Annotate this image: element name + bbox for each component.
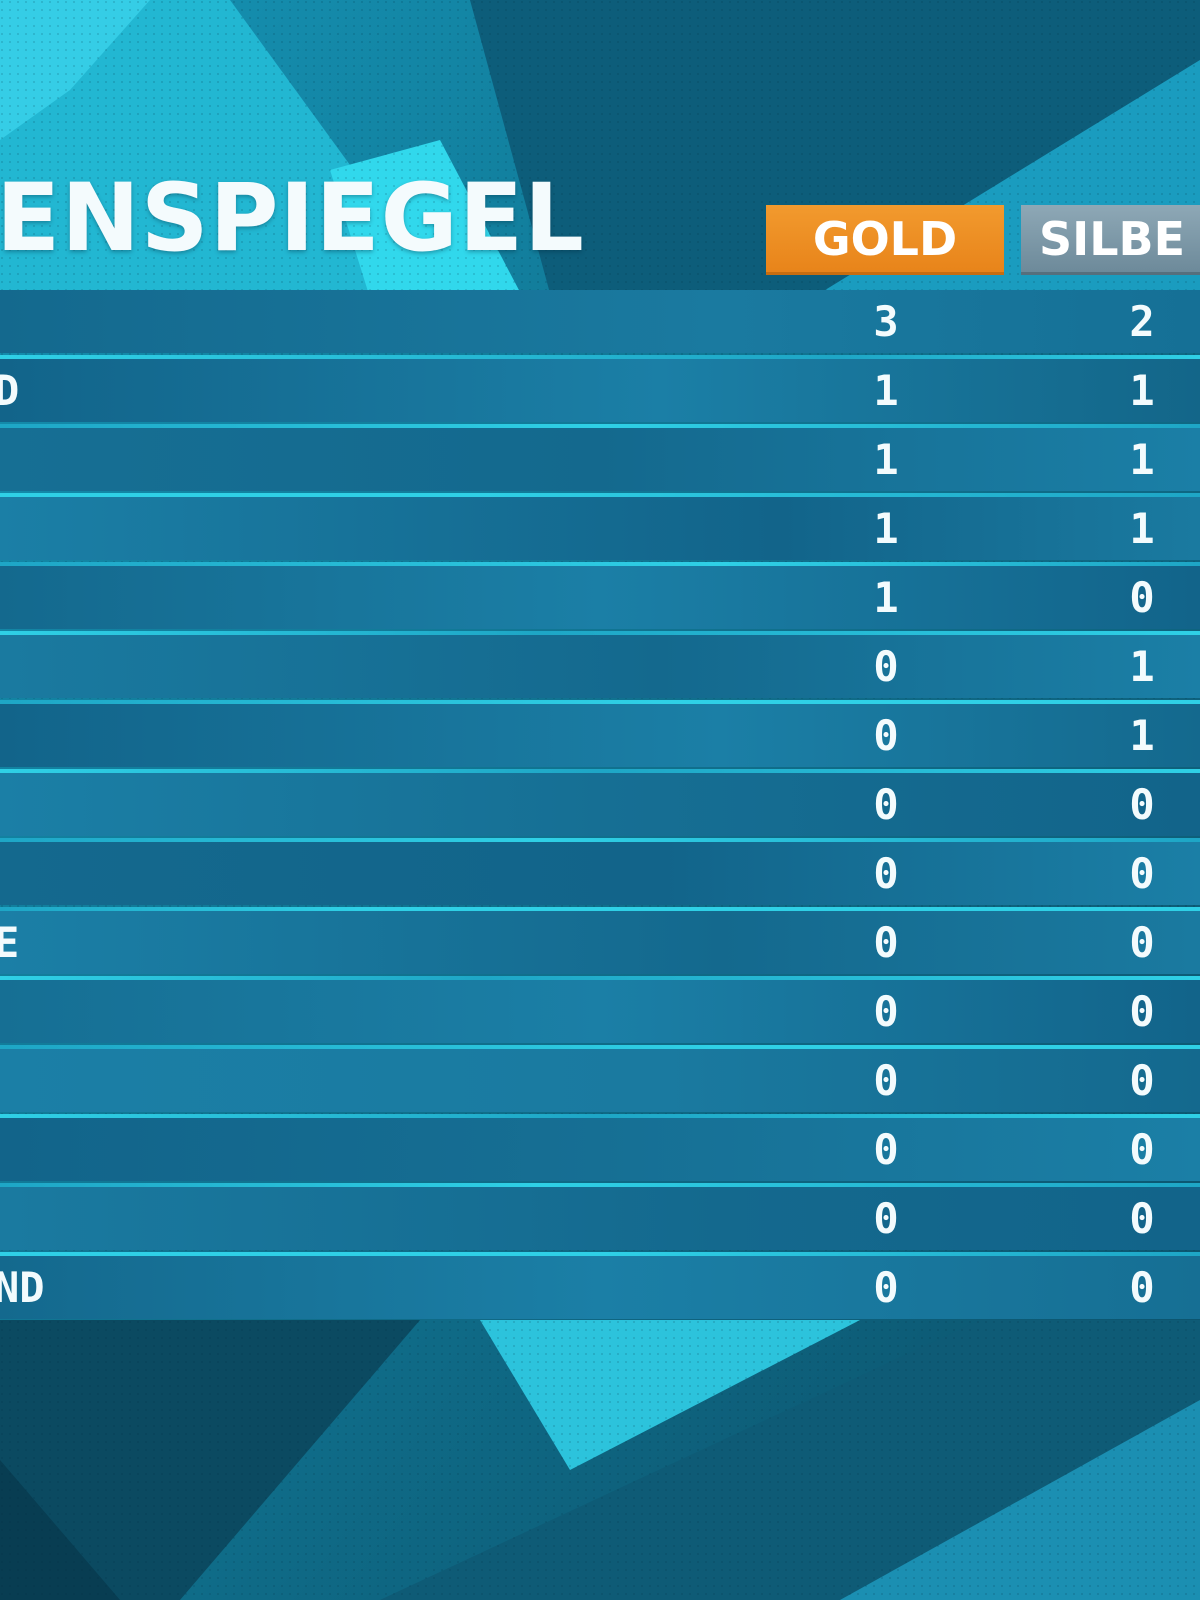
gold-column-header: GOLD [766, 205, 1004, 275]
table-row: 0 0 [0, 773, 1200, 836]
silver-count: 1 [1112, 644, 1172, 690]
silver-count: 0 [1112, 920, 1172, 966]
table-row: 3 2 [0, 290, 1200, 353]
gold-count: 0 [856, 920, 916, 966]
gold-count: 0 [856, 1265, 916, 1311]
gold-count: 0 [856, 1127, 916, 1173]
gold-count: 0 [856, 1196, 916, 1242]
gold-count: 1 [856, 506, 916, 552]
country-name: E [0, 920, 19, 966]
gold-count: 0 [856, 782, 916, 828]
gold-count: 0 [856, 989, 916, 1035]
table-row: 1 1 [0, 428, 1200, 491]
table-row: 0 0 [0, 842, 1200, 905]
gold-count: 3 [856, 299, 916, 345]
silver-count: 1 [1112, 368, 1172, 414]
country-name: ND [0, 1265, 45, 1311]
gold-count: 0 [856, 851, 916, 897]
gold-count: 1 [856, 437, 916, 483]
page-title: ENSPIEGEL [0, 172, 585, 266]
gold-count: 1 [856, 575, 916, 621]
gold-count: 1 [856, 368, 916, 414]
table-row: 0 0 [0, 1118, 1200, 1181]
gold-count: 0 [856, 1058, 916, 1104]
gold-count: 0 [856, 644, 916, 690]
silver-count: 0 [1112, 575, 1172, 621]
silver-count: 0 [1112, 782, 1172, 828]
country-name: D [0, 368, 19, 414]
silver-count: 0 [1112, 1127, 1172, 1173]
table-row: 0 0 [0, 980, 1200, 1043]
silver-count: 0 [1112, 1058, 1172, 1104]
silver-count: 1 [1112, 437, 1172, 483]
silver-count: 2 [1112, 299, 1172, 345]
silver-count: 1 [1112, 713, 1172, 759]
table-row: 0 0 [0, 1187, 1200, 1250]
silver-column-header: SILBE [1021, 205, 1200, 275]
table-row: 0 1 [0, 635, 1200, 698]
silver-count: 0 [1112, 989, 1172, 1035]
table-row: E 0 0 [0, 911, 1200, 974]
gold-count: 0 [856, 713, 916, 759]
silver-count: 1 [1112, 506, 1172, 552]
silver-count: 0 [1112, 1196, 1172, 1242]
table-row: ND 0 0 [0, 1256, 1200, 1319]
silver-count: 0 [1112, 851, 1172, 897]
table-row: 0 1 [0, 704, 1200, 767]
table-row: 0 0 [0, 1049, 1200, 1112]
table-row: D 1 1 [0, 359, 1200, 422]
table-row: 1 1 [0, 497, 1200, 560]
table-row: 1 0 [0, 566, 1200, 629]
silver-count: 0 [1112, 1265, 1172, 1311]
